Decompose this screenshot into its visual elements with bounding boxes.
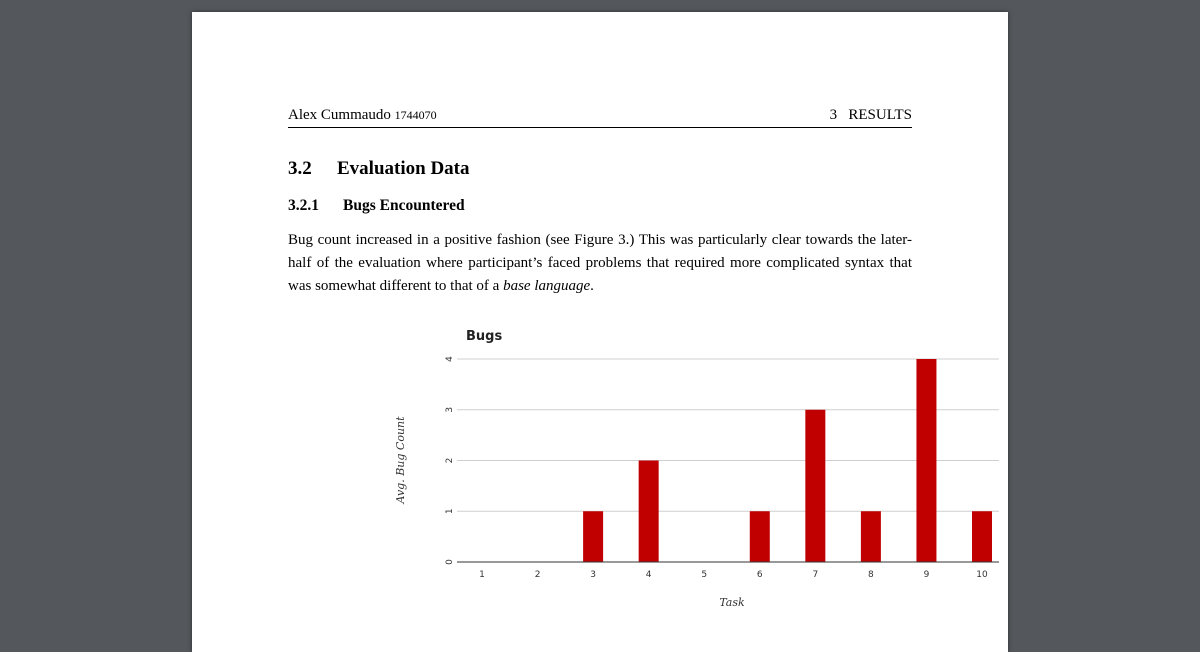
paragraph-emphasis: base language: [503, 278, 591, 294]
header-section-ref: 3 RESULTS: [829, 107, 912, 123]
y-tick-label: 0: [445, 559, 455, 565]
chart-title: Bugs: [466, 329, 502, 344]
x-tick-label: 1: [479, 570, 485, 580]
header-author: Alex Cummaudo: [288, 107, 391, 123]
bar: [583, 511, 604, 562]
subsection-heading: 3.2.1 Bugs Encountered: [288, 197, 465, 215]
y-tick-label: 1: [445, 508, 455, 514]
section-heading: 3.2 Evaluation Data: [288, 158, 470, 180]
subsection-number: 3.2.1: [288, 197, 319, 214]
x-tick-label: 5: [701, 570, 707, 580]
body-paragraph: Bug count increased in a positive fashio…: [288, 229, 912, 298]
bugs-chart: Bugs 0 1 2 3 4 1 2 3 4 5 6 7 8 9 10 Task Avg. Bug Count: [392, 312, 999, 612]
bar: [749, 511, 770, 562]
x-tick-label: 8: [868, 570, 874, 580]
y-tick-label: 4: [445, 356, 455, 362]
y-tick-label: 3: [445, 407, 455, 413]
x-tick-label: 6: [757, 570, 763, 580]
x-tick-label: 4: [646, 570, 652, 580]
bar: [916, 359, 937, 562]
x-tick-label: 3: [590, 570, 596, 580]
bar: [860, 511, 881, 562]
section-number: 3.2: [288, 158, 312, 179]
x-tick-label: 9: [924, 570, 930, 580]
section-title: Evaluation Data: [337, 158, 470, 179]
y-axis-label: Avg. Bug Count: [394, 416, 407, 505]
running-header: Alex Cummaudo 1744070 3 RESULTS: [288, 107, 912, 128]
subsection-title: Bugs Encountered: [343, 197, 465, 214]
y-tick-label: 2: [445, 458, 455, 464]
bar: [972, 511, 992, 562]
document-page: Alex Cummaudo 1744070 3 RESULTS 3.2 Evalu…: [192, 12, 1008, 652]
paragraph-end: .: [590, 278, 594, 294]
paragraph-text: Bug count increased in a positive fashio…: [288, 232, 912, 294]
header-student-id: 1744070: [394, 108, 437, 122]
x-tick-label: 2: [535, 570, 541, 580]
bar: [805, 409, 826, 562]
x-tick-label: 10: [976, 570, 988, 580]
x-tick-label: 7: [812, 570, 818, 580]
bar: [638, 460, 659, 562]
x-axis-label: Task: [719, 596, 745, 609]
bugs-chart-svg: Bugs 0 1 2 3 4 1 2 3 4 5 6 7 8 9 10 Task Avg. Bug Count: [394, 329, 999, 609]
